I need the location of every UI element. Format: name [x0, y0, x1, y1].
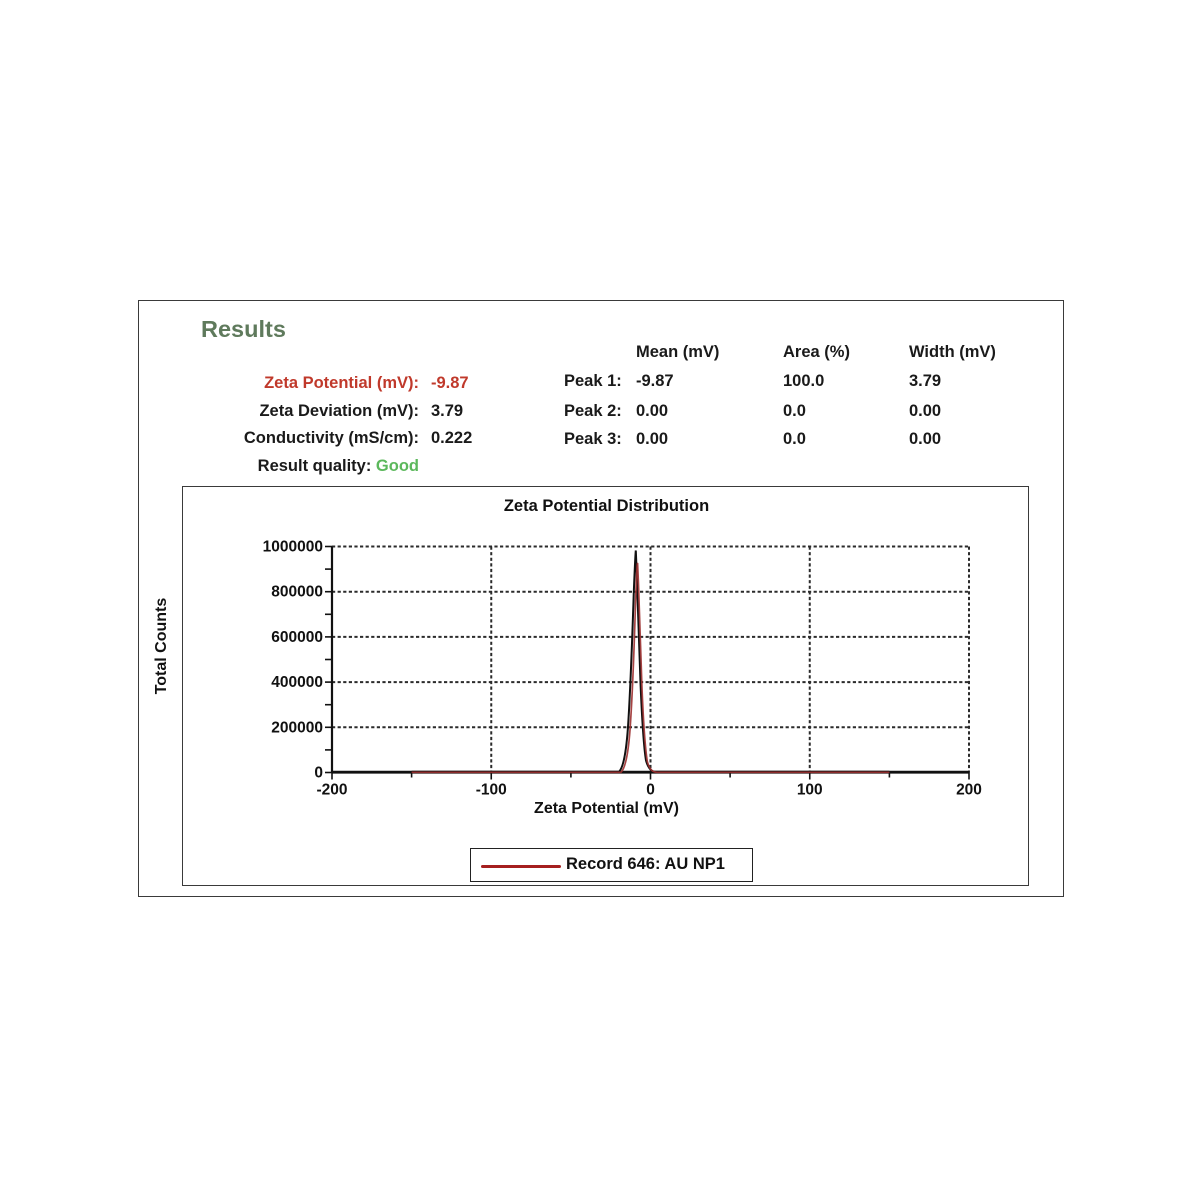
svg-text:-200: -200 [316, 782, 347, 799]
svg-text:200: 200 [956, 782, 982, 799]
svg-text:600000: 600000 [271, 629, 323, 646]
svg-text:0: 0 [314, 765, 323, 782]
svg-text:-100: -100 [476, 782, 507, 799]
svg-text:0: 0 [646, 782, 655, 799]
svg-text:400000: 400000 [271, 674, 323, 691]
svg-text:1000000: 1000000 [263, 539, 323, 556]
svg-text:200000: 200000 [271, 719, 323, 736]
svg-text:800000: 800000 [271, 584, 323, 601]
svg-text:100: 100 [797, 782, 823, 799]
